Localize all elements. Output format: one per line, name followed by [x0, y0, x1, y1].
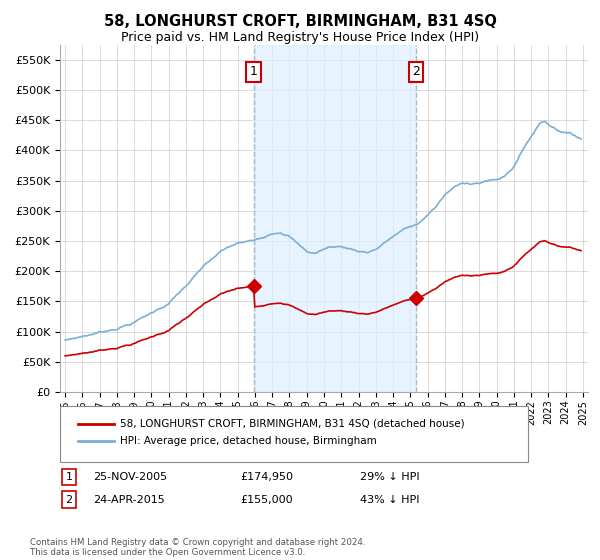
Bar: [254, 45, 416, 392]
Text: 58, LONGHURST CROFT, BIRMINGHAM, B31 4SQ: 58, LONGHURST CROFT, BIRMINGHAM, B31 4SQ: [104, 14, 496, 29]
Text: Contains HM Land Registry data © Crown copyright and database right 2024.
This d: Contains HM Land Registry data © Crown c…: [30, 538, 365, 557]
Text: Price paid vs. HM Land Registry's House Price Index (HPI): Price paid vs. HM Land Registry's House …: [121, 31, 479, 44]
Text: 2: 2: [65, 494, 73, 505]
Text: HPI: Average price, detached house, Birmingham: HPI: Average price, detached house, Birm…: [120, 436, 377, 446]
Text: 1: 1: [65, 472, 73, 482]
Text: 43% ↓ HPI: 43% ↓ HPI: [360, 494, 419, 505]
Text: 1: 1: [250, 66, 257, 78]
Text: £174,950: £174,950: [240, 472, 293, 482]
Text: 25-NOV-2005: 25-NOV-2005: [93, 472, 167, 482]
Text: 24-APR-2015: 24-APR-2015: [93, 494, 165, 505]
Text: 58, LONGHURST CROFT, BIRMINGHAM, B31 4SQ (detached house): 58, LONGHURST CROFT, BIRMINGHAM, B31 4SQ…: [120, 419, 464, 429]
Text: 29% ↓ HPI: 29% ↓ HPI: [360, 472, 419, 482]
Text: £155,000: £155,000: [240, 494, 293, 505]
Text: 2: 2: [412, 66, 420, 78]
